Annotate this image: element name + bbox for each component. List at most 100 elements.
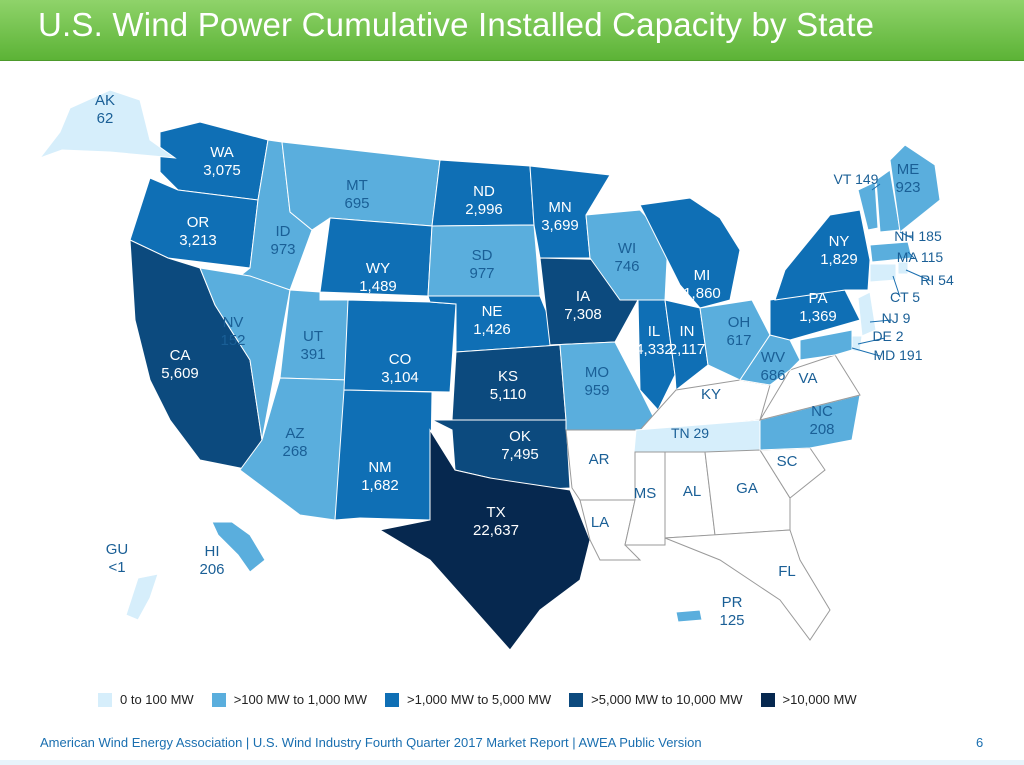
state-value-wv: 686 (760, 367, 785, 384)
legend-swatch (211, 692, 226, 707)
state-label-ri: RI 54 (920, 272, 954, 288)
state-value-or: 3,213 (179, 232, 217, 249)
state-value-ny: 1,829 (820, 251, 858, 268)
state-label-ct: CT 5 (890, 289, 920, 305)
legend-item: >1,000 MW to 5,000 MW (385, 692, 551, 707)
state-abbr-ar: AR (589, 451, 610, 468)
state-nj (857, 291, 877, 337)
state-abbr-ne: NE (482, 303, 503, 320)
state-label-nj: NJ 9 (882, 310, 911, 326)
footer-divider (0, 760, 1024, 765)
state-abbr-in: IN (680, 323, 695, 340)
leader-line-md (851, 347, 881, 357)
state-abbr-ky: KY (701, 386, 721, 403)
state-abbr-ms: MS (634, 485, 657, 502)
leader-line-ri (905, 269, 932, 282)
leader-line-vt (871, 183, 881, 191)
legend-item: >10,000 MW (760, 692, 857, 707)
state-abbr-oh: OH (728, 314, 751, 331)
state-abbr-ny: NY (829, 233, 850, 250)
state-value-mi: 1,860 (683, 285, 721, 302)
state-abbr-la: LA (591, 514, 609, 531)
state-value-gu: <1 (108, 559, 125, 576)
state-abbr-mo: MO (585, 364, 609, 381)
state-abbr-ak: AK (95, 92, 115, 109)
state-label-tn: TN 29 (671, 425, 709, 441)
legend-item: >5,000 MW to 10,000 MW (569, 692, 743, 707)
state-co (343, 299, 457, 393)
state-abbr-ut: UT (303, 328, 323, 345)
page-title: U.S. Wind Power Cumulative Installed Cap… (38, 6, 875, 43)
title-bar: U.S. Wind Power Cumulative Installed Cap… (0, 0, 1024, 61)
state-value-nm: 1,682 (361, 477, 399, 494)
state-value-ok: 7,495 (501, 446, 539, 463)
page-number: 6 (976, 735, 984, 750)
state-abbr-ks: KS (498, 368, 518, 385)
state-ct (869, 263, 897, 283)
legend-label: >10,000 MW (782, 692, 857, 707)
state-abbr-nd: ND (473, 183, 495, 200)
leader-line-nh (899, 231, 913, 239)
state-value-tx: 22,637 (473, 522, 519, 539)
state-abbr-ia: IA (576, 288, 590, 305)
state-value-ne: 1,426 (473, 321, 511, 338)
leader-line-nj (869, 319, 893, 323)
leader-line-de (857, 337, 886, 345)
state-abbr-al: AL (683, 483, 701, 500)
legend-label: >5,000 MW to 10,000 MW (591, 692, 743, 707)
legend-label: >1,000 MW to 5,000 MW (407, 692, 552, 707)
state-ma (869, 241, 913, 263)
state-abbr-tx: TX (486, 504, 505, 521)
state-value-mt: 695 (344, 195, 369, 212)
state-in (664, 299, 709, 391)
state-value-mn: 3,699 (541, 217, 579, 234)
state-value-ca: 5,609 (161, 365, 199, 382)
state-abbr-nc: NC (811, 403, 833, 420)
state-ga (704, 449, 791, 536)
state-abbr-sc: SC (777, 453, 798, 470)
us-wind-capacity-map: WA3,075OR3,213CA5,609ID973NV152MT695WY1,… (38, 89, 954, 651)
state-ms (624, 451, 666, 546)
state-abbr-or: OR (187, 214, 210, 231)
state-abbr-ok: OK (509, 428, 531, 445)
state-value-nv: 152 (220, 332, 245, 349)
legend-label: 0 to 100 MW (120, 692, 194, 707)
state-abbr-ga: GA (736, 480, 758, 497)
legend: 0 to 100 MW >100 MW to 1,000 MW >1,000 MW … (98, 692, 857, 707)
state-abbr-wv: WV (761, 349, 785, 366)
state-fl (664, 529, 831, 641)
state-value-ia: 7,308 (564, 306, 602, 323)
state-me (889, 144, 941, 233)
state-vt (857, 181, 879, 231)
state-abbr-sd: SD (472, 247, 493, 264)
state-value-oh: 617 (726, 332, 751, 349)
state-ak (38, 89, 177, 160)
state-abbr-co: CO (389, 351, 412, 368)
state-label-md: MD 191 (873, 347, 922, 363)
state-abbr-wa: WA (210, 144, 234, 161)
state-value-id: 973 (270, 241, 295, 258)
state-value-il: 4,332 (635, 341, 673, 358)
state-value-az: 268 (282, 443, 307, 460)
state-value-wi: 746 (614, 258, 639, 275)
state-abbr-hi: HI (205, 543, 220, 560)
state-tx (378, 428, 591, 651)
state-label-nh: NH 185 (894, 228, 942, 244)
state-abbr-gu: GU (106, 541, 129, 558)
legend-swatch (98, 692, 112, 707)
state-mi (639, 197, 741, 309)
state-gu (125, 573, 159, 621)
legend-swatch (760, 692, 775, 707)
state-value-hi: 206 (199, 561, 224, 578)
state-wa (159, 121, 269, 201)
state-abbr-nm: NM (368, 459, 391, 476)
state-value-ut: 391 (300, 346, 325, 363)
legend-swatch (569, 692, 584, 707)
state-md (799, 329, 853, 361)
state-value-co: 3,104 (381, 369, 419, 386)
state-abbr-mi: MI (694, 267, 711, 284)
state-value-nc: 208 (809, 421, 834, 438)
state-label-vt: VT 149 (834, 171, 879, 187)
state-value-in: 2,117 (669, 341, 705, 358)
state-label-de: DE 2 (872, 328, 903, 344)
